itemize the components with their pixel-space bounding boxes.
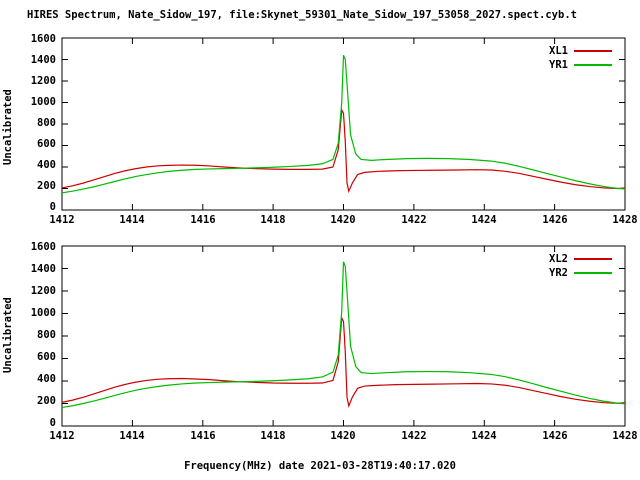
upper-x-tick-1414: 1414 — [119, 214, 145, 226]
upper-y-tick-0: 0 — [49, 201, 56, 213]
legend-entry-yr1: YR1 — [512, 58, 612, 72]
lower-x-tick-1412: 1412 — [49, 430, 75, 442]
upper-x-tick-1412: 1412 — [49, 214, 75, 226]
upper-x-tick-1428: 1428 — [612, 214, 638, 226]
lower-x-tick-1414: 1414 — [119, 430, 145, 442]
upper-x-ticks — [61, 38, 626, 210]
upper-y-tick-1600: 1600 — [30, 33, 56, 45]
legend-entry-yr2: YR2 — [512, 266, 612, 280]
legend-label-yr2: YR2 — [549, 267, 568, 279]
legend-entry-xl1: XL1 — [512, 44, 612, 58]
lower-y-tick-400: 400 — [37, 373, 56, 385]
legend-swatch-xl2 — [574, 258, 612, 260]
lower-y-tick-200: 200 — [37, 395, 56, 407]
lower-y-tick-1200: 1200 — [30, 285, 56, 297]
trace-YR2 — [61, 261, 626, 409]
lower-y-tick-1600: 1600 — [30, 241, 56, 253]
upper-traces — [61, 54, 626, 194]
upper-plot-canvas — [61, 37, 626, 211]
trace-YR1 — [61, 54, 626, 194]
legend-label-xl2: XL2 — [549, 253, 568, 265]
upper-y-tick-800: 800 — [37, 117, 56, 129]
upper-y-tick-1400: 1400 — [30, 54, 56, 66]
lower-y-tick-1400: 1400 — [30, 263, 56, 275]
lower-y-tick-0: 0 — [49, 417, 56, 429]
x-axis-label: Frequency(MHz) date 2021-03-28T19:40:17.… — [184, 460, 456, 472]
legend-entry-xl2: XL2 — [512, 252, 612, 266]
upper-panel: Uncalibrated 1600 1400 1200 1000 800 600… — [2, 33, 638, 226]
lower-x-tick-1424: 1424 — [471, 430, 497, 442]
lower-legend: XL2 YR2 — [512, 252, 612, 280]
lower-plot-canvas — [61, 245, 626, 427]
upper-legend: XL1 YR1 — [512, 44, 612, 72]
upper-y-tick-200: 200 — [37, 180, 56, 192]
legend-swatch-xl1 — [574, 50, 612, 52]
legend-label-yr1: YR1 — [549, 59, 568, 71]
lower-y-ticks — [62, 245, 625, 427]
trace-XL2 — [61, 315, 626, 409]
upper-y-tick-400: 400 — [37, 159, 56, 171]
lower-x-tick-1422: 1422 — [401, 430, 427, 442]
upper-x-tick-1420: 1420 — [330, 214, 356, 226]
lower-y-tick-1000: 1000 — [30, 307, 56, 319]
upper-x-tick-1422: 1422 — [401, 214, 427, 226]
lower-x-tick-1426: 1426 — [542, 430, 568, 442]
upper-x-tick-1416: 1416 — [190, 214, 216, 226]
legend-label-xl1: XL1 — [549, 45, 568, 57]
upper-y-tick-600: 600 — [37, 138, 56, 150]
lower-x-tick-1428: 1428 — [612, 430, 638, 442]
lower-x-ticks — [61, 246, 626, 426]
upper-y-tick-1200: 1200 — [30, 75, 56, 87]
upper-y-tick-1000: 1000 — [30, 96, 56, 108]
lower-x-tick-1418: 1418 — [260, 430, 286, 442]
upper-x-tick-1426: 1426 — [542, 214, 568, 226]
trace-XL1 — [61, 107, 626, 194]
page-title: HIRES Spectrum, Nate_Sidow_197, file:Sky… — [27, 9, 577, 21]
lower-y-tick-800: 800 — [37, 329, 56, 341]
legend-swatch-yr1 — [574, 64, 612, 66]
lower-y-tick-600: 600 — [37, 351, 56, 363]
legend-swatch-yr2 — [574, 272, 612, 274]
lower-traces — [61, 261, 626, 409]
lower-x-tick-1420: 1420 — [330, 430, 356, 442]
upper-x-tick-1424: 1424 — [471, 214, 497, 226]
lower-panel: Uncalibrated 1600 1400 1200 1000 800 600… — [0, 240, 640, 480]
upper-x-tick-1418: 1418 — [260, 214, 286, 226]
lower-x-tick-1416: 1416 — [190, 430, 216, 442]
